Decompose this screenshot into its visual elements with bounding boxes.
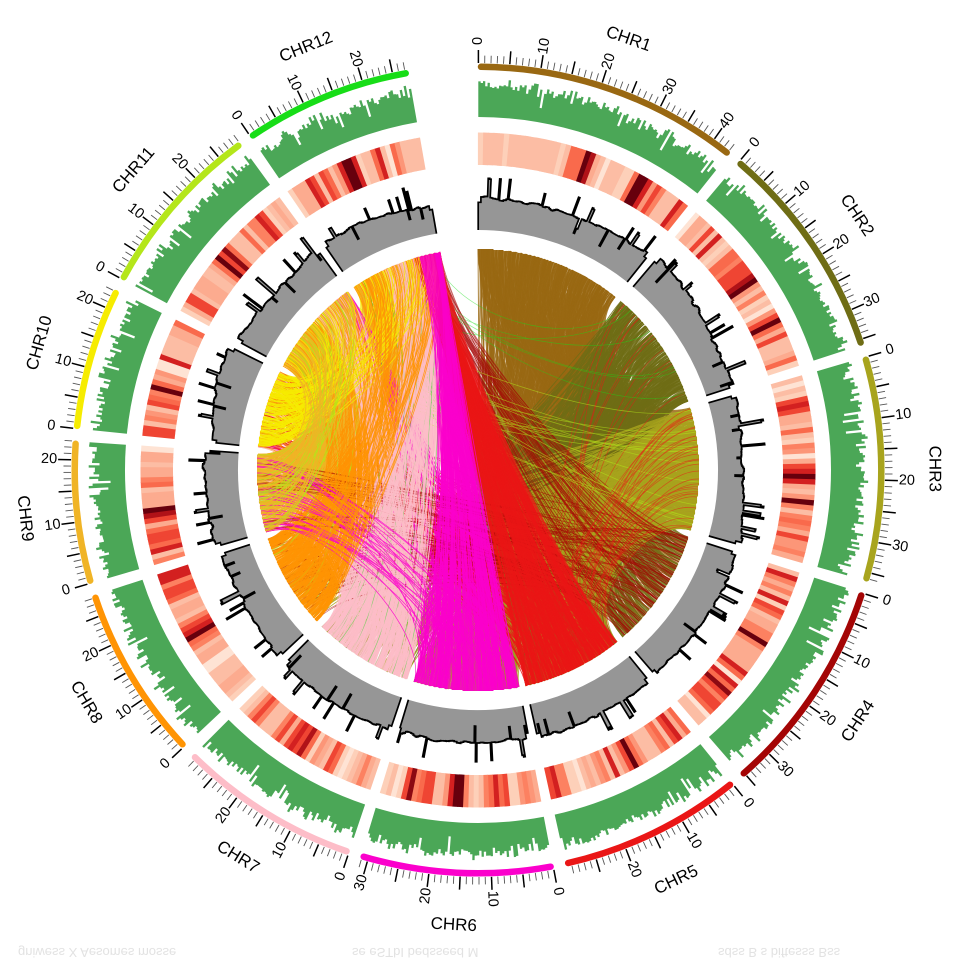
svg-text:10: 10 xyxy=(484,890,501,907)
svg-text:se eSTbI bedsseed M: se eSTbI bedsseed M xyxy=(352,945,478,960)
svg-text:30: 30 xyxy=(891,537,910,556)
svg-text:sdss B s biftesss Bss: sdss B s biftesss Bss xyxy=(718,945,841,960)
svg-text:gniwess X Aesomes mosse: gniwess X Aesomes mosse xyxy=(18,945,176,960)
svg-text:0: 0 xyxy=(470,37,486,45)
svg-text:CHR6: CHR6 xyxy=(430,914,477,935)
svg-text:20: 20 xyxy=(417,887,435,905)
svg-text:20: 20 xyxy=(899,472,916,488)
svg-text:CHR3: CHR3 xyxy=(925,446,944,492)
svg-text:10: 10 xyxy=(44,516,62,534)
svg-text:10: 10 xyxy=(535,37,553,55)
svg-text:20: 20 xyxy=(41,451,58,467)
svg-text:0: 0 xyxy=(46,417,56,434)
svg-text:10: 10 xyxy=(894,406,912,424)
